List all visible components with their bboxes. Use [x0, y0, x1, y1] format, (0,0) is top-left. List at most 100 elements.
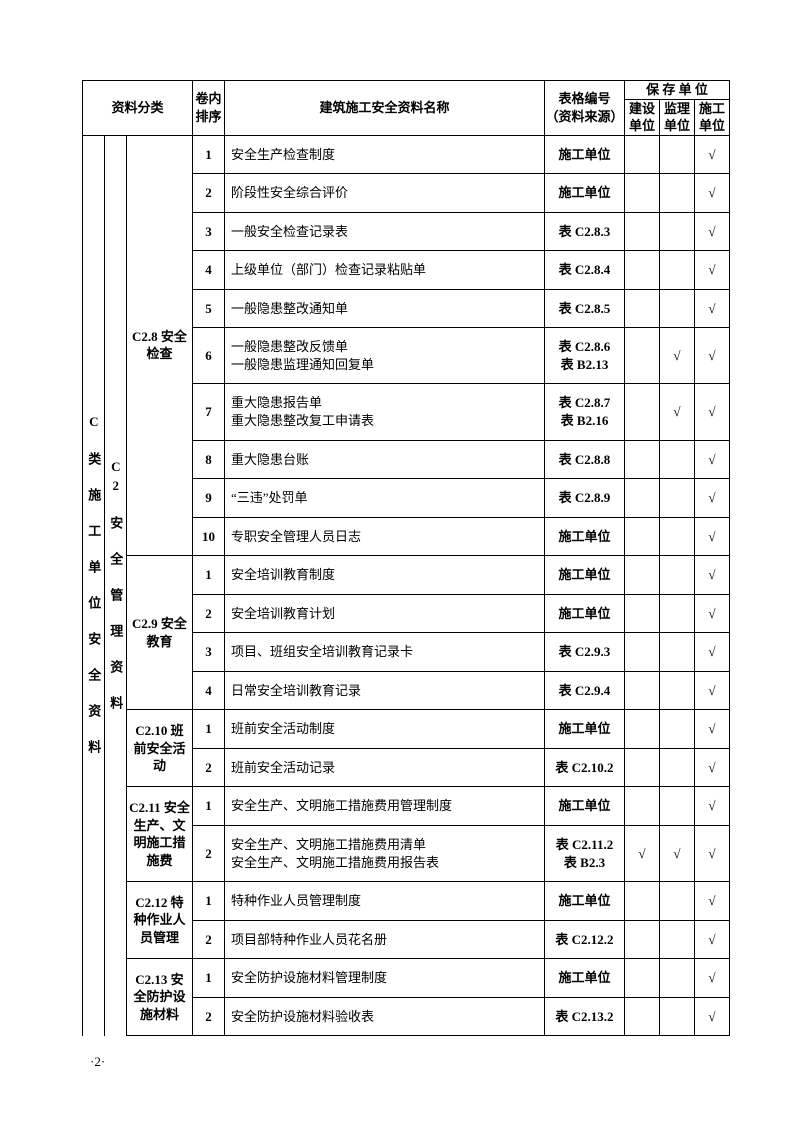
source-cell: 表 C2.10.2 [545, 748, 625, 787]
table-row: C2.9 安全教育1安全培训教育制度施工单位√ [83, 556, 730, 595]
sequence-cell: 4 [193, 251, 225, 290]
mark-cell: √ [695, 517, 730, 556]
sequence-cell: 1 [193, 135, 225, 174]
mark-cell [660, 556, 695, 595]
mark-cell [660, 289, 695, 328]
sequence-cell: 1 [193, 882, 225, 921]
mark-cell [625, 671, 660, 710]
docname-cell: 安全防护设施材料管理制度 [225, 959, 545, 998]
source-cell: 施工单位 [545, 174, 625, 213]
mark-cell: √ [660, 826, 695, 882]
sequence-cell: 3 [193, 633, 225, 672]
docname-cell: 安全防护设施材料验收表 [225, 997, 545, 1036]
source-cell: 施工单位 [545, 959, 625, 998]
hdr-storage-group: 保 存 单 位 [625, 81, 730, 100]
mark-cell: √ [695, 633, 730, 672]
mark-cell [660, 920, 695, 959]
sequence-cell: 3 [193, 212, 225, 251]
hdr-source: 表格编号 （资料来源） [545, 81, 625, 136]
category-level-3: C2.10 班前安全活动 [127, 710, 193, 787]
source-cell: 表 C2.12.2 [545, 920, 625, 959]
mark-cell [625, 479, 660, 518]
mark-cell [625, 212, 660, 251]
category-level-2: C2 安 全 管 理 资 料 [105, 135, 127, 1036]
docname-cell: 特种作业人员管理制度 [225, 882, 545, 921]
mark-cell: √ [625, 826, 660, 882]
mark-cell [625, 251, 660, 290]
category-level-1: C 类 施 工 单 位 安 全 资 料 [83, 135, 105, 1036]
source-cell: 表 C2.8.3 [545, 212, 625, 251]
mark-cell [660, 135, 695, 174]
mark-cell [625, 748, 660, 787]
docname-cell: 安全生产、文明施工措施费用管理制度 [225, 787, 545, 826]
mark-cell [625, 174, 660, 213]
mark-cell [625, 997, 660, 1036]
hdr-store-supervise: 监理 单位 [660, 99, 695, 135]
docname-cell: 安全生产、文明施工措施费用清单 安全生产、文明施工措施费用报告表 [225, 826, 545, 882]
sequence-cell: 2 [193, 920, 225, 959]
mark-cell: √ [695, 959, 730, 998]
docname-cell: 专职安全管理人员日志 [225, 517, 545, 556]
mark-cell [660, 787, 695, 826]
docname-cell: 重大隐患台账 [225, 440, 545, 479]
source-cell: 施工单位 [545, 787, 625, 826]
mark-cell [625, 440, 660, 479]
mark-cell [660, 440, 695, 479]
sequence-cell: 7 [193, 384, 225, 440]
mark-cell [625, 920, 660, 959]
category-level-3: C2.13 安全防护设施材料 [127, 959, 193, 1036]
source-cell: 表 C2.8.7 表 B2.16 [545, 384, 625, 440]
page-number: ·2· [82, 1054, 730, 1070]
docname-cell: 班前安全活动制度 [225, 710, 545, 749]
sequence-cell: 1 [193, 787, 225, 826]
mark-cell: √ [695, 135, 730, 174]
mark-cell: √ [695, 384, 730, 440]
source-cell: 施工单位 [545, 882, 625, 921]
sequence-cell: 6 [193, 328, 225, 384]
sequence-cell: 2 [193, 748, 225, 787]
mark-cell: √ [695, 920, 730, 959]
mark-cell [660, 633, 695, 672]
mark-cell: √ [695, 997, 730, 1036]
docname-cell: 一般隐患整改反馈单 一般隐患监理通知回复单 [225, 328, 545, 384]
mark-cell [625, 710, 660, 749]
mark-cell [660, 882, 695, 921]
source-cell: 施工单位 [545, 517, 625, 556]
docname-cell: 重大隐患报告单 重大隐患整改复工申请表 [225, 384, 545, 440]
source-cell: 表 C2.11.2 表 B2.3 [545, 826, 625, 882]
mark-cell: √ [695, 787, 730, 826]
source-cell: 表 C2.13.2 [545, 997, 625, 1036]
mark-cell [660, 174, 695, 213]
category-level-3: C2.11 安全生产、文明施工措施费 [127, 787, 193, 882]
hdr-store-build: 建设 单位 [625, 99, 660, 135]
sequence-cell: 4 [193, 671, 225, 710]
header-row-1: 资料分类 卷内 排序 建筑施工安全资料名称 表格编号 （资料来源） 保 存 单 … [83, 81, 730, 100]
sequence-cell: 2 [193, 826, 225, 882]
mark-cell [625, 135, 660, 174]
mark-cell: √ [695, 251, 730, 290]
source-cell: 表 C2.8.8 [545, 440, 625, 479]
source-cell: 施工单位 [545, 135, 625, 174]
mark-cell: √ [695, 710, 730, 749]
sequence-cell: 10 [193, 517, 225, 556]
hdr-store-construct: 施工 单位 [695, 99, 730, 135]
docname-cell: 班前安全活动记录 [225, 748, 545, 787]
mark-cell [660, 479, 695, 518]
docname-cell: 项目部特种作业人员花名册 [225, 920, 545, 959]
category-level-3: C2.8 安全检查 [127, 135, 193, 556]
docname-cell: “三违”处罚单 [225, 479, 545, 518]
mark-cell [625, 787, 660, 826]
mark-cell: √ [695, 826, 730, 882]
table-row: C 类 施 工 单 位 安 全 资 料C2 安 全 管 理 资 料C2.8 安全… [83, 135, 730, 174]
mark-cell [625, 556, 660, 595]
docname-cell: 安全培训教育制度 [225, 556, 545, 595]
mark-cell [660, 671, 695, 710]
source-cell: 表 C2.8.4 [545, 251, 625, 290]
hdr-category: 资料分类 [83, 81, 193, 136]
source-cell: 表 C2.8.9 [545, 479, 625, 518]
source-cell: 表 C2.8.5 [545, 289, 625, 328]
mark-cell: √ [695, 556, 730, 595]
sequence-cell: 5 [193, 289, 225, 328]
mark-cell: √ [660, 384, 695, 440]
mark-cell: √ [695, 671, 730, 710]
